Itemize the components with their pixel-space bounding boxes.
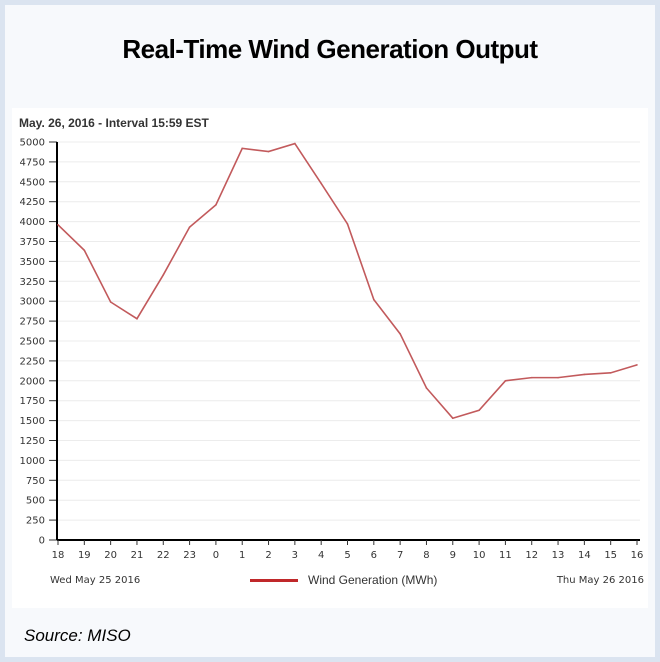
y-tick-label: 1500: [20, 416, 45, 427]
data-point: [399, 333, 401, 335]
data-point: [636, 364, 638, 366]
data-point: [583, 373, 586, 376]
x-tick-label: 0: [213, 550, 219, 561]
chart-panel: [12, 108, 648, 608]
data-point: [530, 376, 533, 379]
x-tick-label: 10: [473, 550, 486, 561]
chart-subtitle: May. 26, 2016 - Interval 15:59 EST: [19, 116, 209, 130]
data-point: [241, 147, 244, 150]
start-date-label: Wed May 25 2016: [50, 575, 141, 586]
y-tick-label: 4250: [20, 197, 45, 208]
y-tick-label: 750: [26, 476, 45, 487]
x-tick-label: 8: [423, 550, 429, 561]
data-point: [215, 204, 217, 206]
y-tick-label: 3000: [20, 297, 45, 308]
data-point: [320, 182, 322, 185]
y-tick-label: 1000: [20, 456, 45, 467]
data-point: [188, 226, 191, 228]
y-tick-label: 1250: [20, 436, 45, 447]
x-tick-label: 7: [397, 550, 403, 561]
y-tick-label: 2250: [20, 356, 45, 367]
x-tick-label: 22: [157, 550, 170, 561]
y-tick-label: 500: [26, 496, 45, 507]
data-point: [136, 317, 138, 320]
data-point: [478, 409, 480, 412]
data-point: [451, 417, 454, 420]
y-tick-label: 1750: [20, 396, 45, 407]
x-tick-label: 13: [552, 550, 565, 561]
x-tick-label: 16: [631, 550, 644, 561]
y-tick-label: 5000: [20, 138, 45, 149]
source-note: Source: MISO: [24, 626, 131, 645]
x-tick-label: 11: [499, 550, 512, 561]
data-point: [609, 372, 612, 374]
x-tick-label: 15: [604, 550, 617, 561]
x-tick-label: 20: [104, 550, 117, 561]
y-tick-label: 0: [39, 536, 45, 547]
y-tick-label: 4500: [20, 177, 45, 188]
x-tick-label: 18: [52, 550, 65, 561]
data-point: [57, 223, 59, 226]
y-tick-label: 4750: [20, 157, 45, 168]
x-tick-label: 12: [525, 550, 538, 561]
legend-swatch: [250, 578, 298, 582]
x-tick-label: 3: [292, 550, 298, 561]
x-tick-label: 14: [578, 550, 591, 561]
data-point: [267, 150, 270, 153]
x-tick-label: 1: [239, 550, 245, 561]
y-tick-label: 2750: [20, 317, 45, 328]
data-point: [373, 298, 375, 301]
x-tick-label: 4: [318, 550, 324, 561]
x-tick-label: 6: [371, 550, 377, 561]
data-point: [504, 380, 507, 382]
chart-title: Real-Time Wind Generation Output: [122, 34, 538, 64]
data-point: [425, 387, 428, 389]
data-point: [162, 274, 165, 276]
x-tick-label: 19: [78, 550, 91, 561]
y-tick-label: 2500: [20, 337, 45, 348]
x-tick-label: 21: [131, 550, 144, 561]
legend-label: Wind Generation (MWh): [308, 573, 438, 587]
y-tick-label: 3250: [20, 277, 45, 288]
legend[interactable]: Wind Generation (MWh): [250, 573, 437, 587]
end-date-label: Thu May 26 2016: [556, 575, 644, 586]
x-tick-label: 2: [265, 550, 271, 561]
y-tick-label: 2000: [20, 376, 45, 387]
data-point: [557, 376, 559, 379]
data-point: [294, 142, 296, 145]
y-tick-label: 250: [26, 516, 45, 527]
x-tick-label: 5: [344, 550, 350, 561]
x-tick-label: 9: [450, 550, 456, 561]
y-tick-label: 3750: [20, 237, 45, 248]
x-tick-label: 23: [183, 550, 196, 561]
data-point: [83, 249, 86, 252]
data-point: [109, 301, 112, 303]
data-point: [346, 223, 349, 225]
y-tick-label: 3500: [20, 257, 45, 268]
y-tick-label: 4000: [20, 217, 45, 228]
